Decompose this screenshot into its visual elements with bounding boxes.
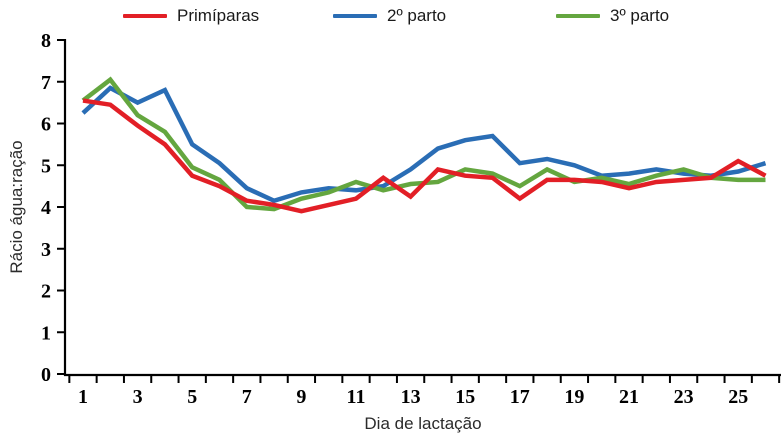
x-tick-label: 11 — [347, 386, 366, 408]
x-tick-label: 3 — [133, 386, 143, 408]
x-axis-title: Dia de lactação — [364, 414, 482, 433]
legend-item-2-parto: 2º parto — [333, 5, 446, 27]
y-tick-label: 0 — [41, 364, 51, 386]
x-tick-label: 5 — [187, 386, 197, 408]
y-tick-label: 6 — [41, 114, 51, 136]
x-tick-label: 23 — [674, 386, 694, 408]
legend-swatch-2-parto — [333, 14, 377, 18]
x-tick-label: 15 — [455, 386, 475, 408]
legend-item-primiparas: Primíparas — [123, 5, 259, 27]
y-tick-label: 4 — [41, 197, 51, 219]
y-tick-label: 2 — [41, 281, 51, 303]
x-tick-label: 13 — [401, 386, 421, 408]
x-tick-label: 21 — [619, 386, 639, 408]
x-tick-label: 9 — [296, 386, 306, 408]
x-tick-label: 25 — [728, 386, 748, 408]
legend-label-2-parto: 2º parto — [387, 6, 447, 25]
y-tick-label: 8 — [41, 30, 51, 52]
y-tick-label: 3 — [41, 239, 51, 261]
legend-swatch-3-parto — [556, 14, 600, 18]
y-tick-label: 5 — [41, 155, 51, 177]
x-tick-label: 17 — [510, 386, 530, 408]
y-axis-title: Rácio água:ração — [7, 140, 26, 274]
legend-label-3-parto: 3º parto — [610, 6, 670, 25]
y-tick-label: 1 — [41, 322, 51, 344]
series-line-2-parto — [81, 85, 767, 204]
y-tick-label: 7 — [41, 72, 51, 94]
x-tick-label: 1 — [78, 386, 88, 408]
chart-legend: Primíparas 2º parto 3º parto — [0, 0, 784, 30]
legend-swatch-primiparas — [123, 14, 167, 18]
legend-label-primiparas: Primíparas — [177, 6, 260, 25]
x-tick-label: 7 — [242, 386, 252, 408]
series-line-3-parto — [81, 76, 766, 212]
series-line-primiparas — [82, 98, 767, 214]
x-tick-label: 19 — [564, 386, 584, 408]
legend-item-3-parto: 3º parto — [556, 5, 669, 27]
